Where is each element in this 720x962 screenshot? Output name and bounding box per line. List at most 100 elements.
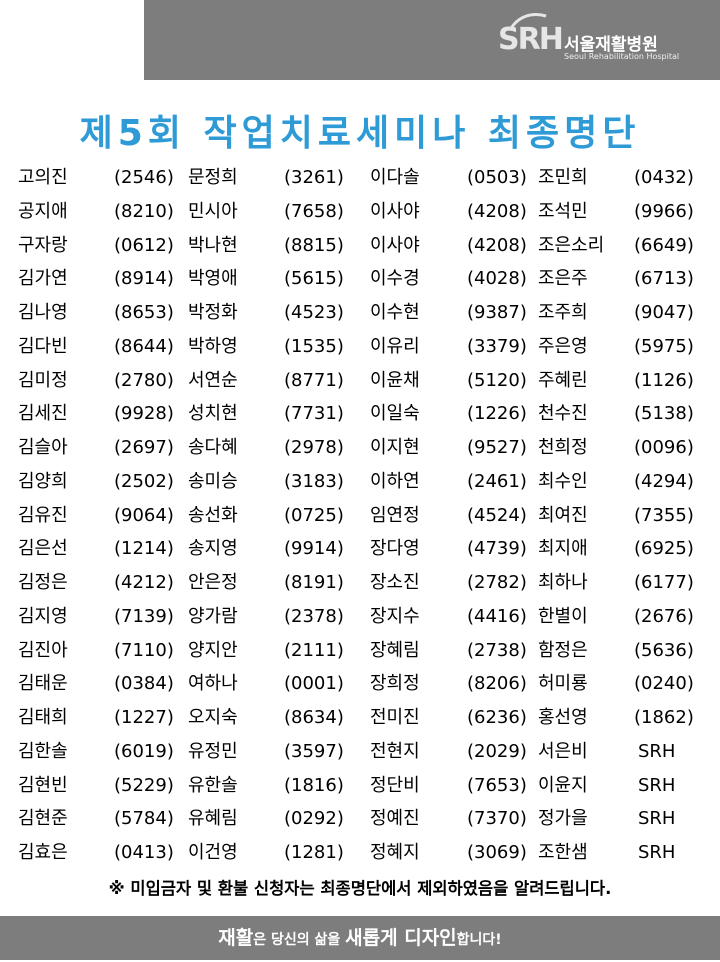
participant-name: 박영애 bbox=[188, 268, 238, 290]
roster-row: 김유진 (9064) 송선화 (0725) 임연정 (4524) 최여진 (7355) bbox=[0, 499, 720, 532]
participant-name: 송선화 bbox=[188, 504, 238, 526]
roster-row: 김효은 (0413) 이건영 (1281) 정혜지 (3069) 조한샘 SRH bbox=[0, 836, 720, 869]
participant-code: (7139) bbox=[114, 605, 174, 627]
participant-code: (1226) bbox=[467, 403, 527, 425]
participant-name: 안은정 bbox=[188, 572, 238, 593]
participant-code: (7370) bbox=[467, 808, 527, 830]
logo-mark: SRH bbox=[498, 22, 564, 57]
participant-code: (4294) bbox=[634, 470, 694, 492]
participant-name: 이윤지 bbox=[538, 774, 588, 796]
participant-code: (1816) bbox=[284, 774, 344, 796]
participant-code: SRH bbox=[638, 808, 676, 830]
participant-code: (2029) bbox=[467, 740, 527, 762]
participant-code: (2111) bbox=[284, 639, 344, 661]
roster-row: 공지애 (8210) 민시아 (7658) 이사야 (4208) 조석민 (9966) bbox=[0, 195, 720, 228]
participant-name: 김현준 bbox=[18, 808, 68, 830]
participant-code: (7731) bbox=[284, 403, 344, 425]
roster-row: 고의진 (2546) 문정희 (3261) 이다솔 (0503) 조민희 (0432) bbox=[0, 161, 720, 194]
participant-code: (4524) bbox=[467, 504, 527, 526]
participant-code: SRH bbox=[638, 842, 676, 863]
participant-code: (2378) bbox=[284, 605, 344, 627]
footer-slogan: 재활은 당신의 삶을 새롭게 디자인합니다! bbox=[0, 916, 720, 960]
participant-name: 정혜지 bbox=[370, 842, 420, 863]
participant-code: (0096) bbox=[634, 437, 694, 458]
participant-name: 천희정 bbox=[538, 437, 588, 458]
roster-row: 김세진 (9928) 성치현 (7731) 이일숙 (1226) 천수진 (5138) bbox=[0, 397, 720, 430]
participant-name: 장혜림 bbox=[370, 639, 420, 661]
participant-code: (4523) bbox=[284, 302, 344, 323]
participant-name: 문정희 bbox=[188, 167, 238, 188]
participant-name: 이하연 bbox=[370, 470, 420, 492]
participant-name: 성치현 bbox=[188, 403, 238, 425]
participant-name: 전미진 bbox=[370, 707, 420, 728]
participant-code: (4739) bbox=[467, 538, 527, 560]
participant-name: 김미정 bbox=[18, 369, 68, 391]
roster-row: 김양희 (2502) 송미승 (3183) 이하연 (2461) 최수인 (4294) bbox=[0, 465, 720, 498]
roster-row: 김진아 (7110) 양지안 (2111) 장혜림 (2738) 함정은 (5636) bbox=[0, 634, 720, 667]
participant-code: (4416) bbox=[467, 605, 527, 627]
participant-code: (8634) bbox=[284, 707, 344, 728]
participant-name: 김지영 bbox=[18, 605, 68, 627]
participant-name: 이사야 bbox=[370, 200, 420, 222]
participant-code: (6236) bbox=[467, 707, 527, 728]
participant-name: 공지애 bbox=[18, 200, 68, 222]
participant-code: (2546) bbox=[114, 167, 174, 188]
participant-code: (2676) bbox=[634, 605, 694, 627]
roster-row: 김다빈 (8644) 박하영 (1535) 이유리 (3379) 주은영 (5975) bbox=[0, 330, 720, 363]
participant-name: 전현지 bbox=[370, 740, 420, 762]
participant-name: 정예진 bbox=[370, 808, 420, 830]
participant-name: 이유리 bbox=[370, 335, 420, 357]
participant-name: 김세진 bbox=[18, 403, 68, 425]
participant-name: 이수현 bbox=[370, 302, 420, 323]
participant-code: (9064) bbox=[114, 504, 174, 526]
participant-name: 김태희 bbox=[18, 707, 68, 728]
participant-code: (7658) bbox=[284, 200, 344, 222]
hospital-logo: SRH 서울재활병원 Seoul Rehabilitation Hospital bbox=[498, 13, 708, 70]
participant-code: (2782) bbox=[467, 572, 527, 593]
participant-name: 서은비 bbox=[538, 740, 588, 762]
participant-code: (0384) bbox=[114, 673, 174, 695]
participant-name: 주은영 bbox=[538, 335, 588, 357]
participant-code: (3261) bbox=[284, 167, 344, 188]
participant-name: 이일숙 bbox=[370, 403, 420, 425]
participant-code: (0413) bbox=[114, 842, 174, 863]
participant-code: (2780) bbox=[114, 369, 174, 391]
participant-name: 장희정 bbox=[370, 673, 420, 695]
org-name-kr: 서울재활병원 bbox=[564, 35, 658, 55]
participant-name: 조한샘 bbox=[538, 842, 588, 863]
participant-code: (7110) bbox=[114, 639, 174, 661]
notice-text: ※ 미입금자 및 환불 신청자는 최종명단에서 제외하였음을 알려드립니다. bbox=[108, 879, 612, 898]
participant-name: 박나현 bbox=[188, 234, 238, 256]
participant-code: (4208) bbox=[467, 234, 527, 256]
participant-name: 고의진 bbox=[18, 167, 68, 188]
roster-row: 김현빈 (5229) 유한솔 (1816) 정단비 (7653) 이윤지 SRH bbox=[0, 769, 720, 802]
participant-name: 함정은 bbox=[538, 639, 588, 661]
participant-name: 정가을 bbox=[538, 808, 588, 830]
roster-row: 김미정 (2780) 서연순 (8771) 이윤채 (5120) 주혜린 (1126) bbox=[0, 364, 720, 397]
roster-row: 김태희 (1227) 오지숙 (8634) 전미진 (6236) 홍선영 (1862) bbox=[0, 701, 720, 734]
participant-name: 최지애 bbox=[538, 538, 588, 560]
roster-row: 김가연 (8914) 박영애 (5615) 이수경 (4028) 조은주 (6713) bbox=[0, 262, 720, 295]
participant-name: 최여진 bbox=[538, 504, 588, 526]
participant-name: 박하영 bbox=[188, 335, 238, 357]
participant-name: 장다영 bbox=[370, 538, 420, 560]
participant-name: 이사야 bbox=[370, 234, 420, 256]
participant-code: (9387) bbox=[467, 302, 527, 323]
roster-row: 김현준 (5784) 유혜림 (0292) 정예진 (7370) 정가을 SRH bbox=[0, 802, 720, 835]
participant-code: (6649) bbox=[634, 234, 694, 256]
participant-code: (2978) bbox=[284, 437, 344, 458]
header-white-block bbox=[0, 0, 144, 36]
participant-code: SRH bbox=[638, 774, 676, 796]
slogan-part-4: 합니다! bbox=[456, 932, 502, 948]
participant-code: (1281) bbox=[284, 842, 344, 863]
participant-code: (8206) bbox=[467, 673, 527, 695]
participant-code: (8653) bbox=[114, 302, 174, 323]
participant-name: 이수경 bbox=[370, 268, 420, 290]
header-bar bbox=[144, 0, 720, 80]
participant-code: (9928) bbox=[114, 403, 174, 425]
participant-name: 조은소리 bbox=[538, 234, 605, 256]
participant-code: (4028) bbox=[467, 268, 527, 290]
participant-code: (3597) bbox=[284, 740, 344, 762]
participant-name: 조민희 bbox=[538, 167, 588, 188]
participant-name: 임연정 bbox=[370, 504, 420, 526]
